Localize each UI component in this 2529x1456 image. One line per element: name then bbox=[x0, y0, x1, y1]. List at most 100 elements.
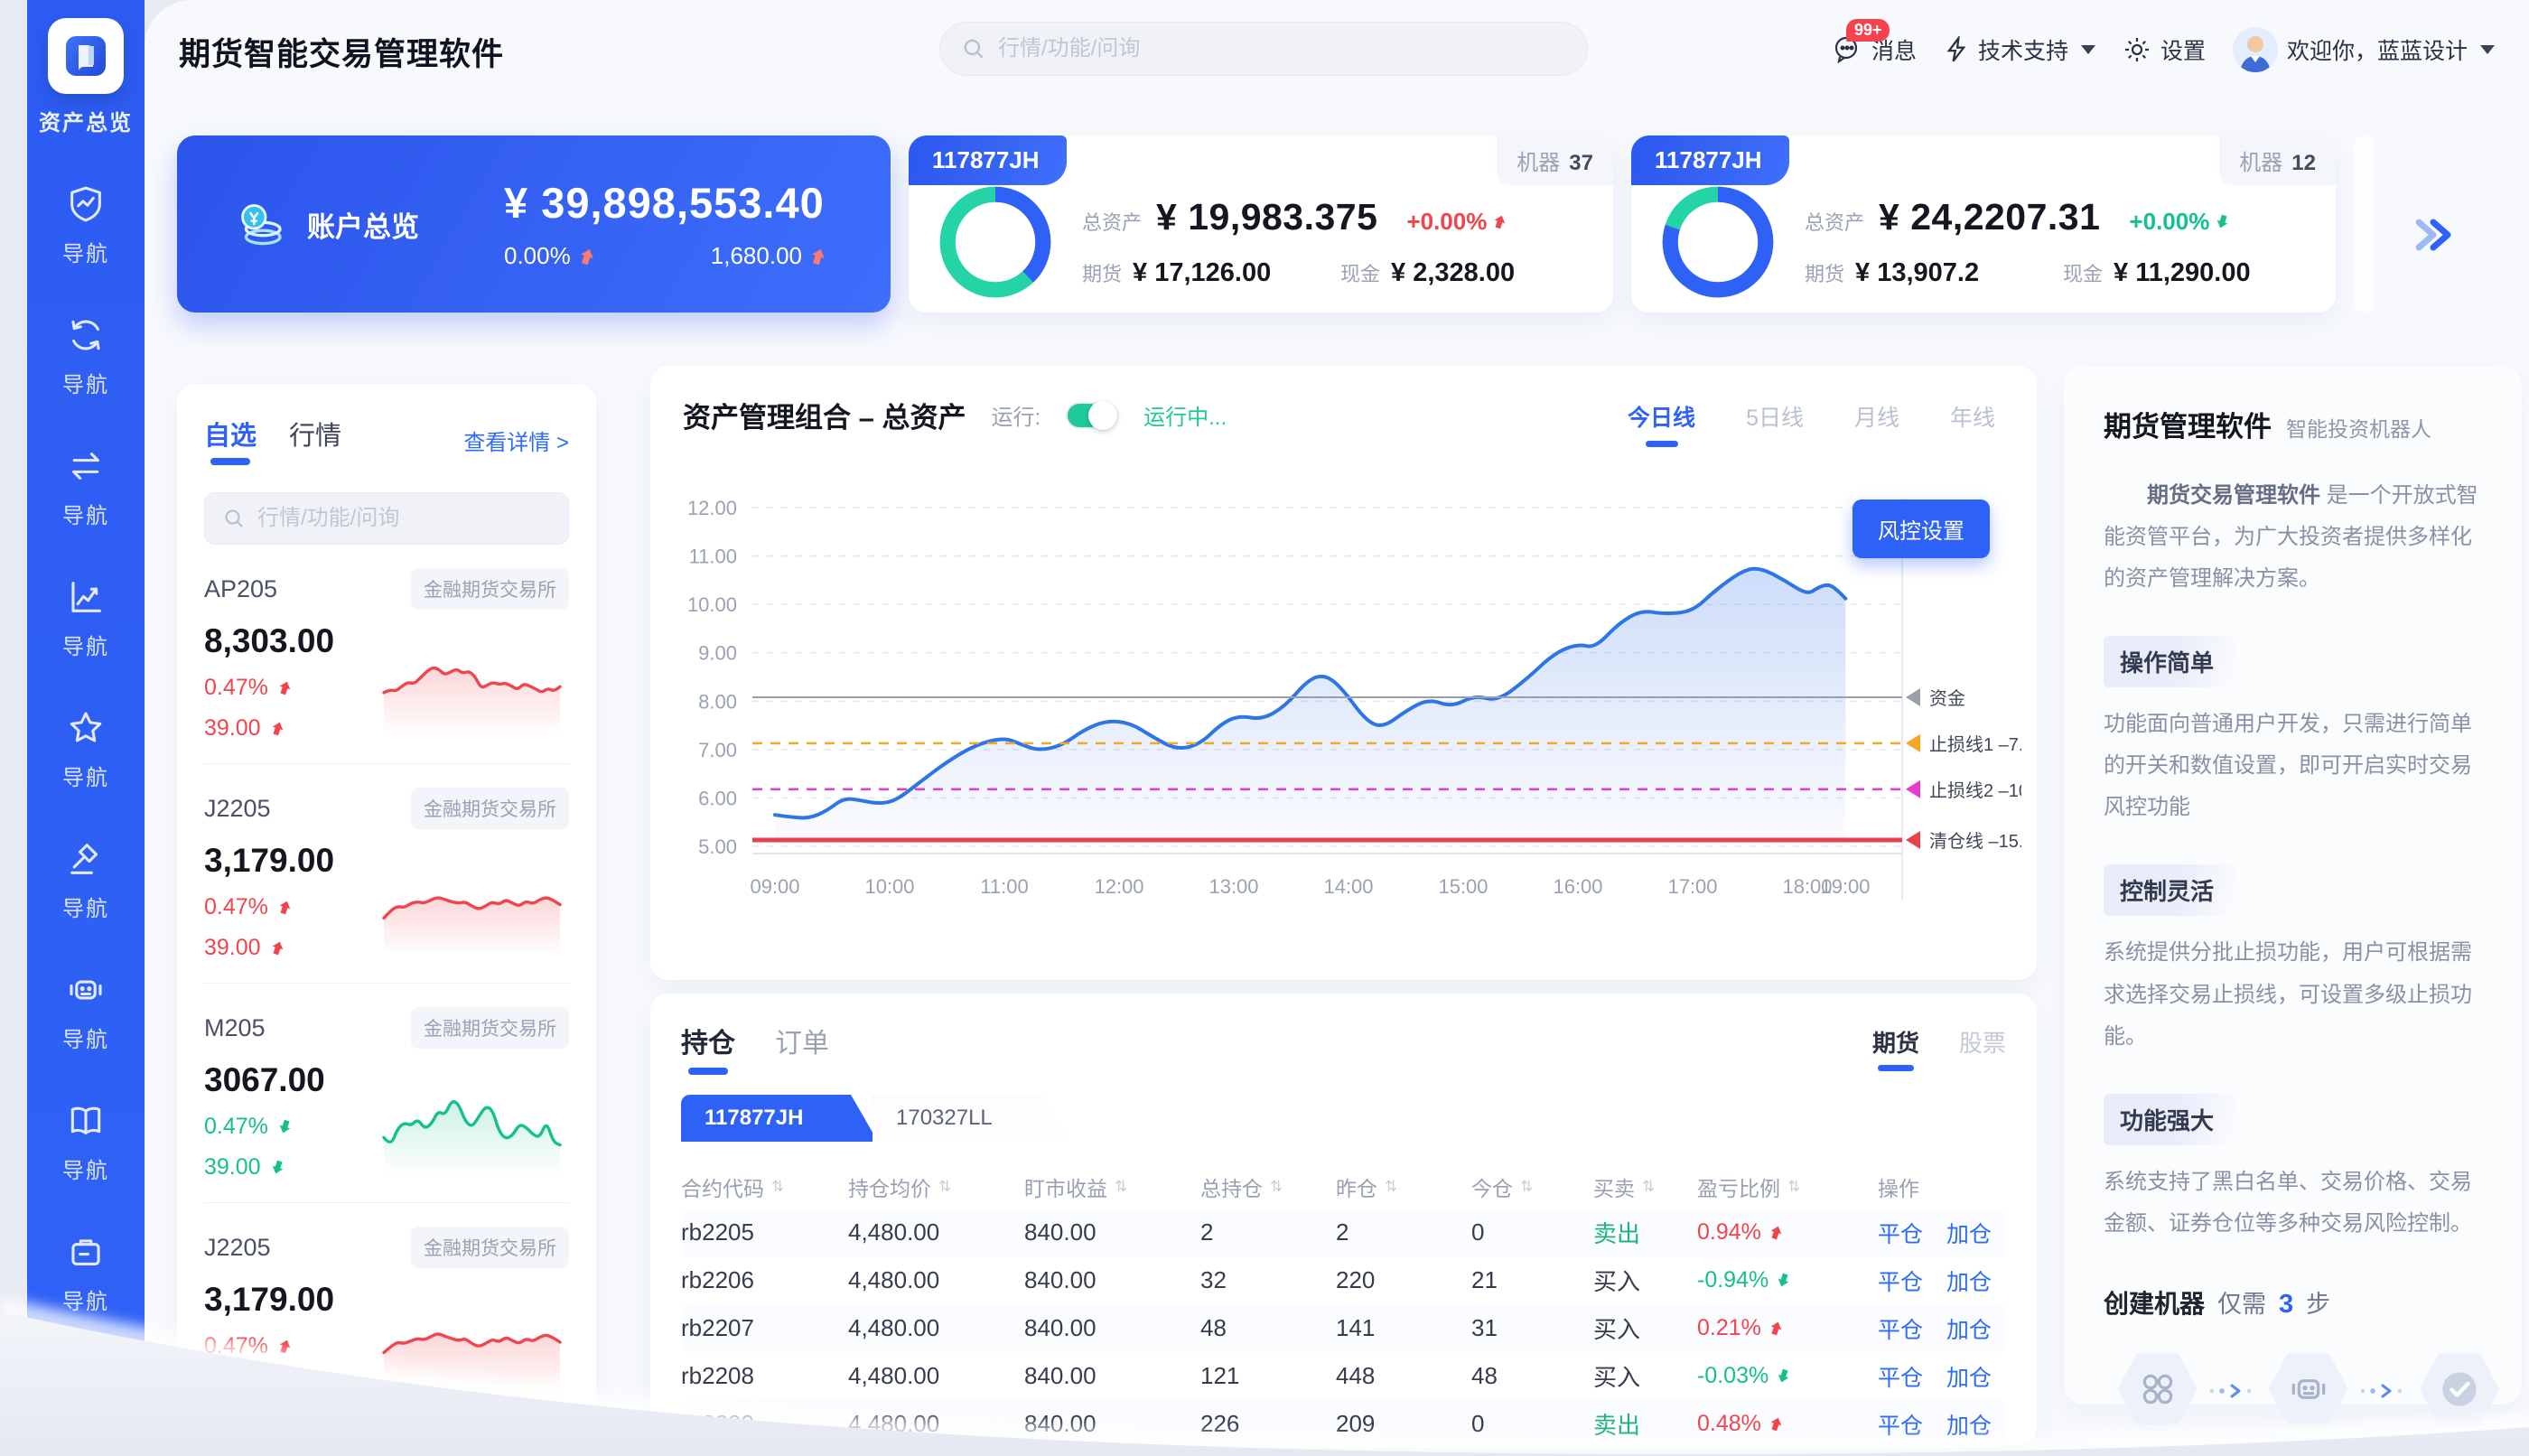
sort-icon[interactable]: ⇅ bbox=[771, 1178, 785, 1195]
column-header-4[interactable]: 总持仓 ⇅ bbox=[1200, 1177, 1283, 1200]
table-row-rb2207[interactable]: rb2207 4,480.00 840.00 48 141 31 买入 0.21… bbox=[681, 1304, 2006, 1352]
settings-button[interactable]: 设置 bbox=[2123, 33, 2206, 66]
column-header-3[interactable]: 盯市收益 ⇅ bbox=[1024, 1177, 1128, 1200]
table-row-rb2209[interactable]: rb2209 4,480.00 840.00 226 209 0 卖出 0.48… bbox=[681, 1400, 2006, 1448]
table-row-rb2205[interactable]: rb2205 4,480.00 840.00 2 2 0 卖出 0.94% 平仓… bbox=[681, 1209, 2006, 1256]
cash-value: ¥ 2,328.00 bbox=[1391, 258, 1516, 287]
sort-icon[interactable]: ⇅ bbox=[1787, 1178, 1801, 1195]
tab-watchlist-favorites[interactable]: 自选 bbox=[204, 415, 257, 465]
asset-donut-chart bbox=[939, 186, 1051, 298]
tab-period-2[interactable]: 5日线 bbox=[1746, 406, 1804, 431]
close-position-link[interactable]: 平仓 bbox=[1878, 1269, 1924, 1295]
step-label: 2.选定机器 bbox=[2258, 1445, 2358, 1456]
svg-text:15:00: 15:00 bbox=[1438, 875, 1488, 898]
svg-text:14:00: 14:00 bbox=[1323, 875, 1373, 898]
sidebar-item-nav-8[interactable]: 导航 bbox=[27, 1100, 145, 1184]
risk-settings-button[interactable]: 风控设置 bbox=[1852, 499, 1990, 558]
watchlist-detail-link[interactable]: 查看详情 > bbox=[463, 430, 569, 455]
sidebar-item-label: 导航 bbox=[62, 635, 109, 659]
cell-ratio: 0.48% bbox=[1697, 1411, 1878, 1437]
futures-label: 期货 bbox=[1805, 263, 1845, 285]
global-search-input[interactable] bbox=[998, 36, 1481, 61]
tab-stocks[interactable]: 股票 bbox=[1958, 1029, 2006, 1057]
sort-icon[interactable]: ⇅ bbox=[1270, 1178, 1283, 1195]
cell-total: 121 bbox=[1200, 1362, 1240, 1389]
tab-watchlist-quotes[interactable]: 行情 bbox=[289, 422, 342, 451]
column-header-6[interactable]: 今仓 ⇅ bbox=[1471, 1177, 1534, 1200]
up-arrow-icon bbox=[1770, 1417, 1782, 1432]
cell-code: rb2206 bbox=[681, 1266, 754, 1293]
sort-icon[interactable]: ⇅ bbox=[938, 1178, 952, 1195]
sidebar-item-nav-9[interactable]: 导航 bbox=[27, 1231, 145, 1315]
sidebar-item-nav-6[interactable]: 导航 bbox=[27, 838, 145, 922]
sidebar-item-nav-1[interactable]: 导航 bbox=[27, 183, 145, 267]
table-row-rb2208[interactable]: rb2208 4,480.00 840.00 121 448 48 买入 -0.… bbox=[681, 1352, 2006, 1400]
sidebar-logo-item[interactable]: 资产总览 bbox=[27, 0, 145, 136]
tab-account-117877JH[interactable]: 117877JH bbox=[681, 1095, 878, 1142]
tab-positions[interactable]: 持仓 bbox=[681, 1021, 735, 1075]
add-position-link[interactable]: 加仓 bbox=[1946, 1269, 1992, 1295]
cell-ratio: 0.94% bbox=[1697, 1219, 1878, 1246]
watchlist-search-input[interactable] bbox=[257, 506, 519, 531]
close-position-link[interactable]: 平仓 bbox=[1878, 1317, 1924, 1343]
global-search[interactable] bbox=[939, 22, 1588, 76]
account-card[interactable]: 117877JH 机器 37 总资产 ¥ 19,983.375 +0.00% 期货… bbox=[909, 135, 1613, 313]
sidebar-item-nav-5[interactable]: 导航 bbox=[27, 707, 145, 791]
sidebar-item-nav-3[interactable]: 导航 bbox=[27, 445, 145, 529]
watchlist-item-AP205[interactable]: AP205 金融期货交易所 8,303.00 0.47% 39.00 bbox=[204, 545, 569, 764]
sort-icon[interactable]: ⇅ bbox=[1642, 1178, 1656, 1195]
robot-count-badge: 机器 12 bbox=[2219, 135, 2336, 185]
column-header-8[interactable]: 盈亏比例 ⇅ bbox=[1697, 1177, 1801, 1200]
messages-button[interactable]: 99+ 消息 bbox=[1832, 19, 1917, 66]
tab-period-1[interactable]: 今日线 bbox=[1628, 400, 1695, 447]
account-card[interactable]: 117877JH 机器 12 总资产 ¥ 24,2207.31 +0.00% 期货… bbox=[1631, 135, 2336, 313]
add-position-link[interactable]: 加仓 bbox=[1946, 1221, 1992, 1247]
close-position-link[interactable]: 平仓 bbox=[1878, 1221, 1924, 1247]
carousel-next-button[interactable] bbox=[2408, 213, 2460, 261]
coins-icon bbox=[241, 204, 282, 246]
sort-icon[interactable]: ⇅ bbox=[1115, 1178, 1128, 1195]
sidebar-item-nav-4[interactable]: 导航 bbox=[27, 576, 145, 660]
table-row-rb2206[interactable]: rb2206 4,480.00 840.00 32 220 21 买入 -0.9… bbox=[681, 1256, 2006, 1304]
cell-pnl: 840.00 bbox=[1024, 1410, 1097, 1437]
add-position-link[interactable]: 加仓 bbox=[1946, 1413, 1992, 1439]
add-position-link[interactable]: 加仓 bbox=[1946, 1365, 1992, 1391]
close-position-link[interactable]: 平仓 bbox=[1878, 1413, 1924, 1439]
close-position-link[interactable]: 平仓 bbox=[1878, 1365, 1924, 1391]
watchlist-item-J2205[interactable]: J2205 金融期货交易所 3,179.00 0.47% 39.00 bbox=[204, 764, 569, 984]
tab-orders[interactable]: 订单 bbox=[775, 1029, 829, 1059]
column-header-1[interactable]: 合约代码 ⇅ bbox=[681, 1177, 785, 1200]
sidebar-item-nav-7[interactable]: 导航 bbox=[27, 969, 145, 1053]
account-overview-card[interactable]: 账户总览 ¥ 39,898,553.40 0.00% 1,680.00 bbox=[177, 135, 891, 313]
watchlist-item-J2205[interactable]: J2205 金融期货交易所 3,179.00 0.47% 39.00 bbox=[204, 1203, 569, 1422]
user-menu[interactable]: 欢迎你，蓝蓝设计 bbox=[2232, 27, 2495, 72]
run-toggle[interactable] bbox=[1066, 400, 1119, 430]
cell-pnl: 840.00 bbox=[1024, 1314, 1097, 1341]
up-arrow-icon bbox=[812, 248, 825, 265]
watchlist-item-M205[interactable]: M205 金融期货交易所 3067.00 0.47% 39.00 bbox=[204, 984, 569, 1203]
contract-change: 39.00 bbox=[204, 1154, 372, 1181]
sort-icon[interactable]: ⇅ bbox=[1385, 1178, 1398, 1195]
sort-icon[interactable]: ⇅ bbox=[1520, 1178, 1534, 1195]
tab-period-3[interactable]: 月线 bbox=[1853, 406, 1899, 431]
watchlist-search[interactable] bbox=[204, 492, 569, 545]
account-id-tab[interactable]: 117877JH bbox=[1631, 135, 1789, 185]
contract-pct: 0.47% bbox=[204, 1333, 372, 1359]
add-position-link[interactable]: 加仓 bbox=[1946, 1317, 1992, 1343]
run-status: 运行中... bbox=[1143, 406, 1227, 430]
tab-futures[interactable]: 期货 bbox=[1872, 1025, 1919, 1071]
column-header-5[interactable]: 昨仓 ⇅ bbox=[1336, 1177, 1398, 1200]
contract-price: 3067.00 bbox=[204, 1061, 325, 1098]
tab-period-4[interactable]: 年线 bbox=[1949, 406, 1995, 431]
watchlist-panel: 自选 行情 查看详情 > AP205 金融期货交易所 8,303.00 0.47… bbox=[177, 384, 596, 1423]
sidebar-item-nav-2[interactable]: 导航 bbox=[27, 314, 145, 398]
promo-subtitle: 智能投资机器人 bbox=[2286, 417, 2431, 441]
sparkline-chart bbox=[382, 666, 562, 736]
up-arrow-icon bbox=[279, 901, 291, 915]
column-header-2[interactable]: 持仓均价 ⇅ bbox=[848, 1177, 952, 1200]
column-header-7[interactable]: 买卖 ⇅ bbox=[1593, 1177, 1656, 1200]
support-menu[interactable]: 技术支持 bbox=[1944, 33, 2095, 66]
tab-account-170327LL[interactable]: 170327LL bbox=[873, 1095, 1069, 1142]
account-id-tab[interactable]: 117877JH bbox=[909, 135, 1067, 185]
cell-yday: 209 bbox=[1336, 1410, 1376, 1437]
